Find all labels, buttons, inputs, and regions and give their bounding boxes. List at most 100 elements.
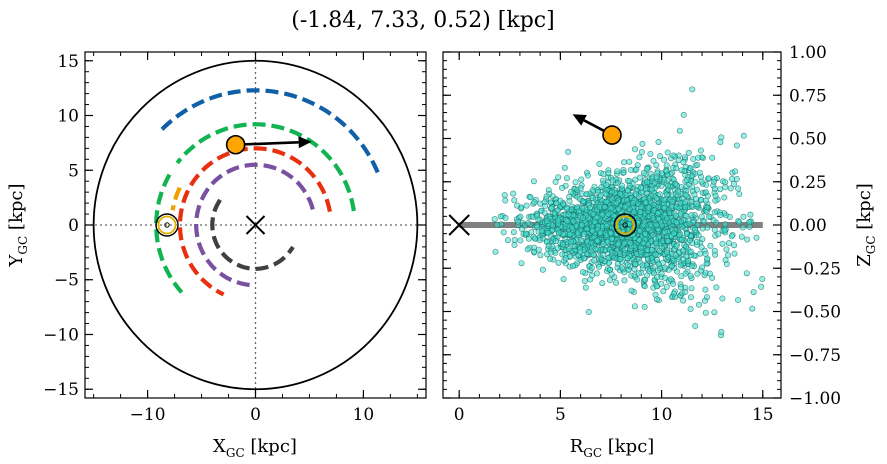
star-point (596, 161, 603, 168)
y-tick-label: −0.25 (789, 259, 841, 279)
galactic-center-marker (245, 215, 266, 235)
star-point (637, 244, 644, 251)
star-point (651, 180, 658, 187)
star-point (620, 169, 627, 176)
star-point (614, 168, 621, 175)
star-point (673, 243, 680, 250)
y-tick-label: 10 (57, 107, 79, 127)
star-point (710, 217, 717, 224)
star-point (522, 230, 529, 237)
star-point (653, 296, 660, 303)
star-point (682, 288, 689, 295)
y-tick-label: 0.50 (789, 130, 827, 150)
star-point (688, 173, 695, 180)
star-point (682, 270, 689, 277)
star-point (600, 171, 607, 178)
star-point (672, 180, 679, 187)
star-point (545, 242, 552, 249)
star-point (683, 231, 690, 238)
star-point (551, 210, 558, 217)
star-point (631, 209, 638, 216)
star-point (600, 240, 607, 247)
y-tick-label: 1.00 (789, 43, 827, 63)
star-point (712, 192, 719, 199)
star-point (688, 263, 695, 270)
star-point (663, 162, 670, 169)
star-point (658, 182, 665, 189)
star-point (535, 246, 542, 253)
galaxy-boundary-circle (92, 59, 419, 391)
star-point (523, 202, 530, 209)
star-point (585, 308, 592, 315)
star-point (693, 201, 700, 208)
star-point (524, 246, 531, 253)
star-point (639, 262, 646, 269)
spiral-arm-0 (156, 88, 380, 174)
velocity-arrow-shaft (235, 140, 299, 147)
star-point (589, 195, 596, 202)
y-tick-label: −1.00 (789, 389, 841, 409)
star-point (632, 260, 639, 267)
star-point (696, 169, 703, 176)
star-point (511, 242, 518, 249)
star-point (702, 189, 709, 196)
star-point (567, 238, 574, 245)
star-point (676, 232, 683, 239)
star-point (675, 188, 682, 195)
star-point (728, 176, 735, 183)
star-point (725, 252, 732, 259)
star-point (716, 186, 723, 193)
star-point (627, 167, 634, 174)
star-point (595, 263, 602, 270)
star-point (712, 197, 719, 204)
star-point (565, 211, 572, 218)
galactic-center-marker (448, 214, 470, 236)
star-point (626, 182, 633, 189)
star-point (692, 226, 699, 233)
star-point (587, 276, 594, 283)
star-point (583, 191, 590, 198)
x-tick-label: 10 (353, 405, 375, 425)
star-point (545, 230, 552, 237)
y-tick-label: 0.75 (789, 86, 827, 106)
star-point (695, 154, 702, 161)
star-point (582, 284, 589, 291)
star-point (624, 255, 631, 262)
star-point (554, 245, 561, 252)
star-point (555, 217, 562, 224)
star-point (646, 268, 653, 275)
star-point (721, 227, 728, 234)
star-point (577, 185, 584, 192)
star-point (677, 200, 684, 207)
star-point (709, 154, 716, 161)
spiral-arm-2 (170, 186, 182, 211)
star-point (672, 252, 679, 259)
star-point (660, 196, 667, 203)
star-point (652, 251, 659, 258)
star-point (640, 169, 647, 176)
star-point (579, 268, 586, 275)
star-point (638, 204, 645, 211)
star-point (596, 203, 603, 210)
star-point (664, 249, 671, 256)
star-point (555, 230, 562, 237)
star-point (632, 191, 639, 198)
star-point (583, 225, 590, 232)
star-point (687, 305, 694, 312)
star-point (549, 222, 556, 229)
star-point (504, 237, 511, 244)
star-point (660, 288, 667, 295)
star-point (607, 230, 614, 237)
sun-marker-ring (157, 215, 177, 235)
star-point (758, 283, 765, 290)
star-point (581, 277, 588, 284)
star-point (561, 164, 568, 171)
star-point (608, 236, 615, 243)
star-point (690, 156, 697, 163)
star-point (615, 205, 622, 212)
left-plot-area (85, 52, 426, 398)
star-point (695, 301, 702, 308)
sun-marker-outer (613, 213, 637, 237)
star-point (732, 168, 739, 175)
star-point (715, 231, 722, 238)
